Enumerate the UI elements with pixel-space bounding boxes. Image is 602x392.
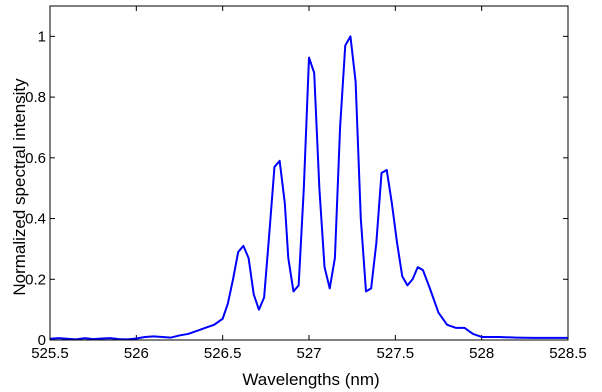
x-tick-label: 525.5 [31,345,69,362]
y-tick-label: 1 [38,28,46,45]
y-axis-label: Normalized spectral intensity [10,78,29,296]
x-axis-label: Wavelengths (nm) [242,370,379,389]
y-tick-label: 0.4 [25,211,46,228]
x-tick-label: 526.5 [204,345,242,362]
plot-area [50,6,568,340]
x-tick-label: 528 [469,345,494,362]
y-tick-label: 0.6 [25,150,46,167]
plot-frame [49,5,569,341]
x-tick-label: 527 [296,345,321,362]
y-tick-label: 0.8 [25,89,46,106]
series-layer [49,35,568,341]
spectrum-line [49,35,568,341]
x-tick-label: 527.5 [377,345,415,362]
y-tick-label: 0.2 [25,271,46,288]
tick-labels: 525.5 526 526.5 527 527.5 528 528.5 0 0.2 0.4 0.6 0… [25,5,587,362]
axes [49,6,569,341]
x-tick-label: 526 [124,345,149,362]
x-tick-label: 528.5 [549,345,587,362]
y-tick-label: 0 [38,332,46,349]
